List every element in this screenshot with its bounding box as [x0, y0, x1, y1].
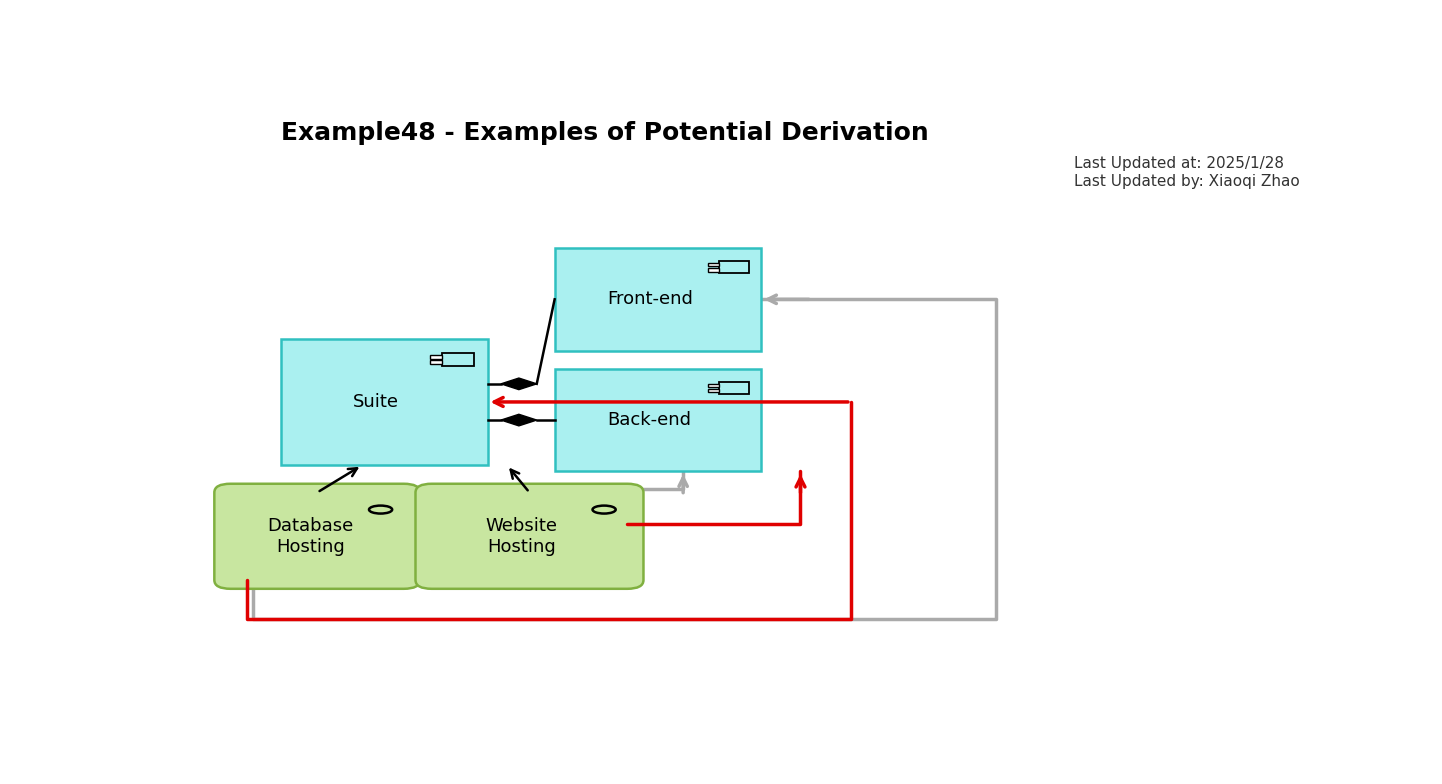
Polygon shape: [430, 361, 441, 365]
Text: Website
Hosting: Website Hosting: [486, 517, 558, 556]
Polygon shape: [430, 354, 441, 358]
Text: Last Updated at: 2025/1/28: Last Updated at: 2025/1/28: [1074, 156, 1285, 171]
FancyBboxPatch shape: [415, 484, 643, 589]
FancyBboxPatch shape: [215, 484, 420, 589]
Text: Last Updated by: Xiaoqi Zhao: Last Updated by: Xiaoqi Zhao: [1074, 174, 1301, 189]
FancyBboxPatch shape: [281, 339, 487, 466]
Polygon shape: [708, 263, 720, 267]
Polygon shape: [708, 268, 720, 271]
Polygon shape: [708, 383, 720, 387]
FancyBboxPatch shape: [555, 368, 761, 471]
Text: Example48 - Examples of Potential Derivation: Example48 - Examples of Potential Deriva…: [281, 122, 929, 145]
Text: Back-end: Back-end: [607, 411, 692, 429]
Text: Front-end: Front-end: [607, 290, 692, 308]
Polygon shape: [500, 378, 536, 390]
Text: Suite: Suite: [353, 393, 399, 411]
Text: Database
Hosting: Database Hosting: [267, 517, 353, 556]
Polygon shape: [708, 389, 720, 392]
Polygon shape: [500, 414, 536, 426]
FancyBboxPatch shape: [555, 248, 761, 350]
